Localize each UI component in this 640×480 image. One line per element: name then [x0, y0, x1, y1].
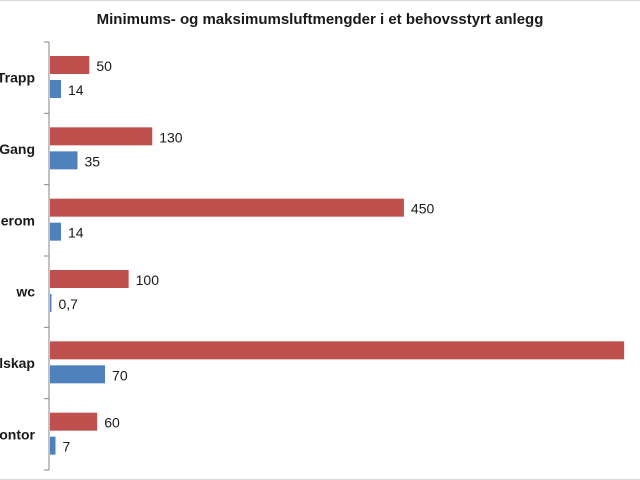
bar-max — [50, 412, 98, 431]
bar-max — [50, 341, 625, 360]
data-label: 70 — [112, 367, 128, 383]
bar-min — [50, 436, 56, 455]
data-label: 50 — [96, 58, 112, 74]
bar-min — [50, 294, 52, 312]
category-label: lskap — [0, 355, 35, 371]
chart-title: Minimums- og maksimumsluftmengder i et b… — [96, 11, 544, 28]
bar-max — [50, 270, 129, 288]
bar-max — [50, 127, 153, 146]
data-label: 14 — [68, 82, 84, 98]
category-label: wc — [15, 284, 35, 300]
bar-max — [50, 56, 90, 74]
bar-min — [50, 80, 62, 98]
data-label: 60 — [104, 415, 120, 431]
data-label: 7 — [63, 439, 71, 455]
data-label: 130 — [159, 129, 183, 145]
data-label: 450 — [411, 201, 435, 217]
category-label: ontor — [0, 426, 36, 442]
data-label: 35 — [85, 153, 101, 169]
bar-min — [50, 365, 106, 384]
data-label: 14 — [68, 225, 84, 241]
bar-min — [50, 222, 62, 241]
category-label: erom — [1, 212, 35, 228]
category-label: Gang — [0, 141, 35, 157]
category-label: Trapp — [0, 70, 35, 86]
data-label: 100 — [136, 272, 160, 288]
bar-max — [50, 198, 404, 217]
bar-min — [50, 151, 78, 170]
data-label: 0,7 — [59, 296, 79, 312]
